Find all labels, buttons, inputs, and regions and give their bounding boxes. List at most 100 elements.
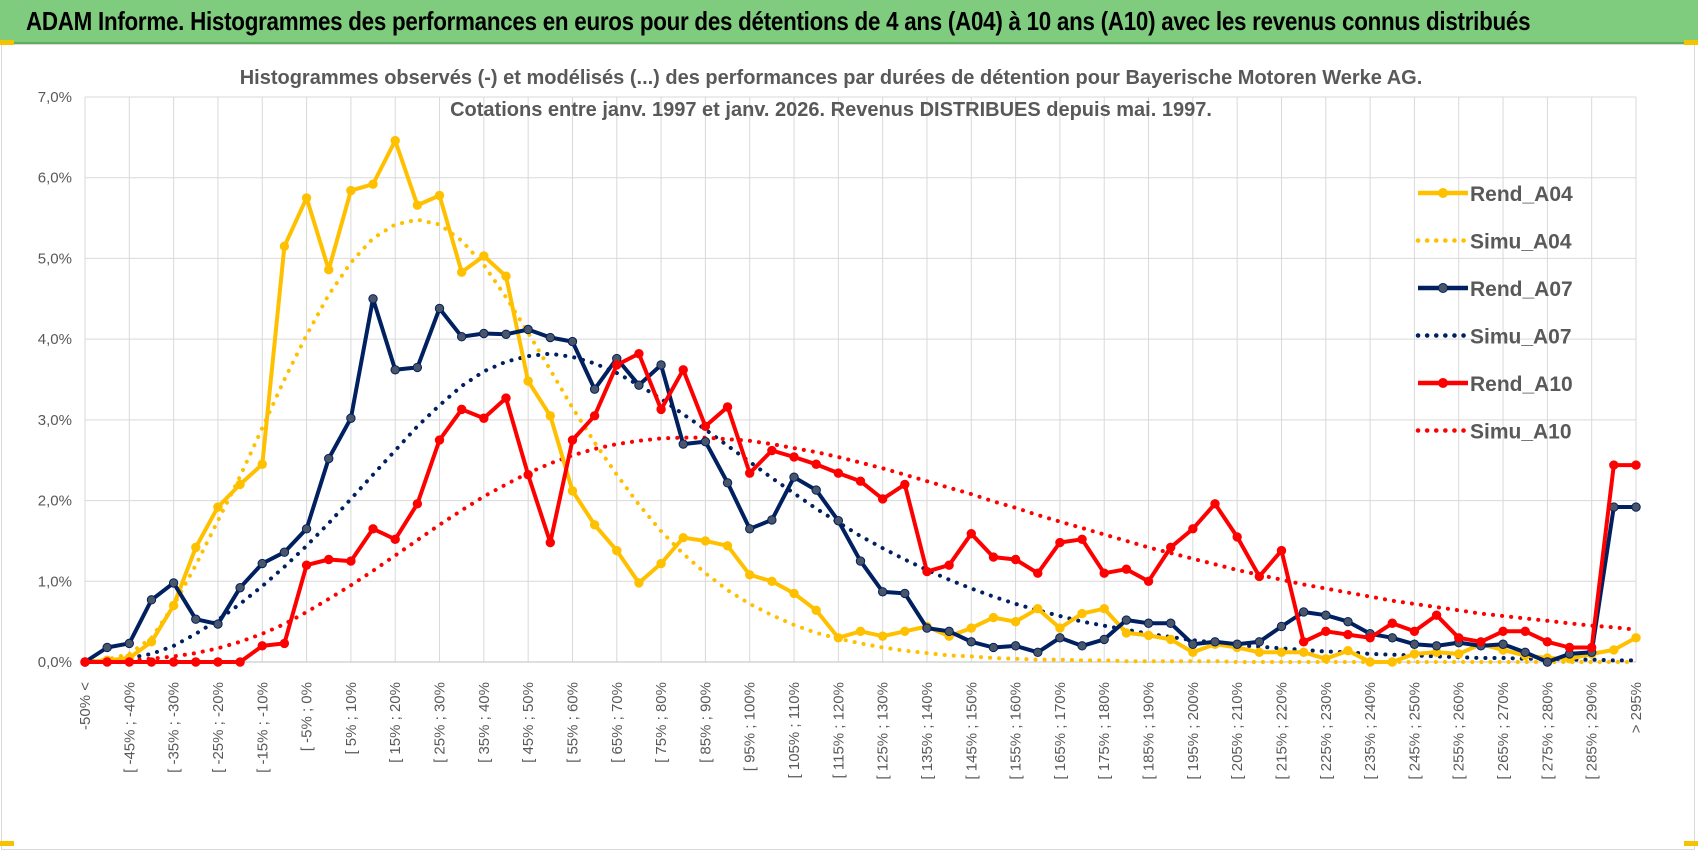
data-point-rend-a10 (1431, 610, 1442, 620)
legend[interactable]: Rend_A04 Simu_A04 Rend_A07 Simu_A07 Rend_A10… (1415, 183, 1573, 444)
data-point-rend-a07 (745, 524, 755, 534)
data-point-rend-a10 (1188, 524, 1198, 534)
data-point-rend-a10 (390, 534, 400, 545)
legend-label: Rend_A04 (1470, 183, 1573, 206)
data-point-rend-a10 (900, 479, 910, 490)
data-point-rend-a04 (390, 135, 400, 146)
y-tick-label: 1,0% (38, 573, 72, 590)
x-tick-label: [ 145% ; 150% (963, 682, 980, 780)
data-point-rend-a04 (301, 193, 312, 203)
data-point-rend-a10 (634, 348, 644, 359)
x-tick-label: [ 165% ; 170% (1052, 682, 1069, 780)
x-tick-label: [ 275% ; 280% (1539, 682, 1556, 780)
data-point-rend-a07 (1210, 637, 1220, 647)
y-tick-label: 5,0% (38, 250, 72, 267)
data-point-rend-a10 (700, 421, 711, 432)
data-point-rend-a07 (191, 614, 201, 624)
data-point-rend-a04 (722, 541, 733, 551)
legend-item-rend-a10[interactable]: Rend_A10 (1418, 373, 1573, 396)
legend-item-simu-a10[interactable]: Simu_A10 (1415, 421, 1572, 444)
data-point-rend-a10 (1476, 637, 1486, 647)
data-point-rend-a04 (191, 542, 201, 553)
y-tick-label: 3,0% (38, 412, 72, 429)
data-point-rend-a07 (944, 626, 954, 637)
data-point-rend-a07 (1298, 607, 1309, 617)
data-point-rend-a04 (257, 459, 267, 469)
legend-item-rend-a07[interactable]: Rend_A07 (1418, 278, 1573, 301)
data-point-rend-a10 (1143, 576, 1154, 586)
data-point-rend-a04 (456, 267, 467, 277)
data-point-rend-a07 (1033, 647, 1043, 658)
x-tick-label: [ 115% ; 120% (830, 682, 847, 778)
x-tick-label: [ -25% ; -20% (210, 682, 227, 773)
data-point-rend-a04 (900, 626, 910, 637)
x-tick-label: [ 15% ; 20% (387, 682, 404, 763)
data-point-rend-a10 (966, 528, 976, 539)
legend-marker (1438, 283, 1448, 293)
data-point-rend-a07 (1520, 647, 1530, 658)
y-tick-label: 6,0% (38, 170, 72, 187)
data-point-rend-a04 (966, 623, 976, 633)
series-line-rend-a04 (84, 138, 1637, 664)
x-tick-label: [ 35% ; 40% (476, 682, 493, 763)
data-point-rend-a10 (1321, 626, 1331, 637)
x-tick-label: [ 105% ; 110% (786, 682, 803, 778)
x-tick-label: [ 55% ; 60% (564, 682, 581, 763)
x-tick-label: [ 85% ; 90% (697, 682, 714, 763)
legend-label: Rend_A10 (1470, 373, 1573, 396)
data-point-rend-a04 (1454, 649, 1464, 659)
data-point-rend-a07 (567, 336, 578, 347)
data-point-rend-a07 (1321, 610, 1331, 620)
data-point-rend-a07 (390, 365, 400, 375)
legend-item-rend-a04[interactable]: Rend_A04 (1418, 183, 1573, 206)
data-point-rend-a04 (1033, 604, 1043, 614)
x-tick-label: [ 225% ; 230% (1318, 682, 1335, 780)
data-point-rend-a07 (922, 623, 932, 633)
data-point-rend-a10 (877, 494, 888, 504)
data-point-rend-a04 (634, 578, 644, 588)
y-axis-ticks: 0,0% 1,0% 2,0% 3,0% 4,0% 5,0% 6,0% 7,0% (38, 89, 72, 671)
data-point-rend-a04 (745, 570, 755, 580)
data-point-rend-a07 (678, 439, 688, 449)
data-point-rend-a07 (833, 516, 844, 526)
data-point-rend-a10 (479, 413, 489, 423)
data-point-rend-a07 (346, 413, 356, 423)
data-point-rend-a10 (1564, 642, 1575, 653)
data-point-rend-a04 (213, 502, 223, 512)
data-point-rend-a07 (456, 332, 467, 342)
data-point-rend-a04 (168, 600, 179, 611)
data-point-rend-a04 (988, 612, 999, 623)
data-point-rend-a04 (279, 241, 290, 252)
data-point-rend-a04 (833, 633, 844, 643)
data-point-rend-a10 (612, 360, 622, 370)
corner-mark-bottom-left (0, 841, 14, 846)
data-point-rend-a10 (1276, 545, 1287, 556)
x-tick-label: [ 75% ; 80% (653, 682, 670, 763)
data-point-rend-a10 (1033, 568, 1043, 578)
data-point-rend-a07 (722, 478, 733, 488)
data-point-rend-a04 (1166, 634, 1176, 645)
data-point-rend-a04 (678, 533, 688, 543)
legend-marker (1438, 188, 1448, 198)
data-point-rend-a07 (900, 588, 910, 599)
data-point-rend-a07 (501, 329, 511, 339)
data-point-rend-a10 (1166, 542, 1176, 553)
data-point-rend-a07 (523, 324, 533, 335)
x-tick-label: [ 265% ; 270% (1495, 682, 1512, 780)
legend-label: Rend_A07 (1470, 278, 1573, 301)
data-point-rend-a04 (1121, 628, 1132, 638)
legend-item-simu-a07[interactable]: Simu_A07 (1415, 326, 1572, 349)
data-point-rend-a07 (1631, 502, 1641, 512)
data-point-rend-a07 (124, 638, 135, 649)
data-point-rend-a10 (1099, 568, 1109, 578)
legend-item-simu-a04[interactable]: Simu_A04 (1415, 231, 1572, 254)
y-tick-label: 0,0% (38, 654, 72, 671)
data-point-rend-a07 (1542, 657, 1553, 667)
corner-mark-top-left (0, 40, 14, 45)
data-point-rend-a10 (988, 552, 999, 562)
data-point-rend-a04 (1276, 647, 1287, 658)
data-point-rend-a10 (1210, 499, 1220, 509)
data-point-rend-a04 (324, 265, 334, 275)
data-point-rend-a04 (1010, 616, 1021, 627)
x-tick-label: [ 285% ; 290% (1584, 682, 1601, 780)
